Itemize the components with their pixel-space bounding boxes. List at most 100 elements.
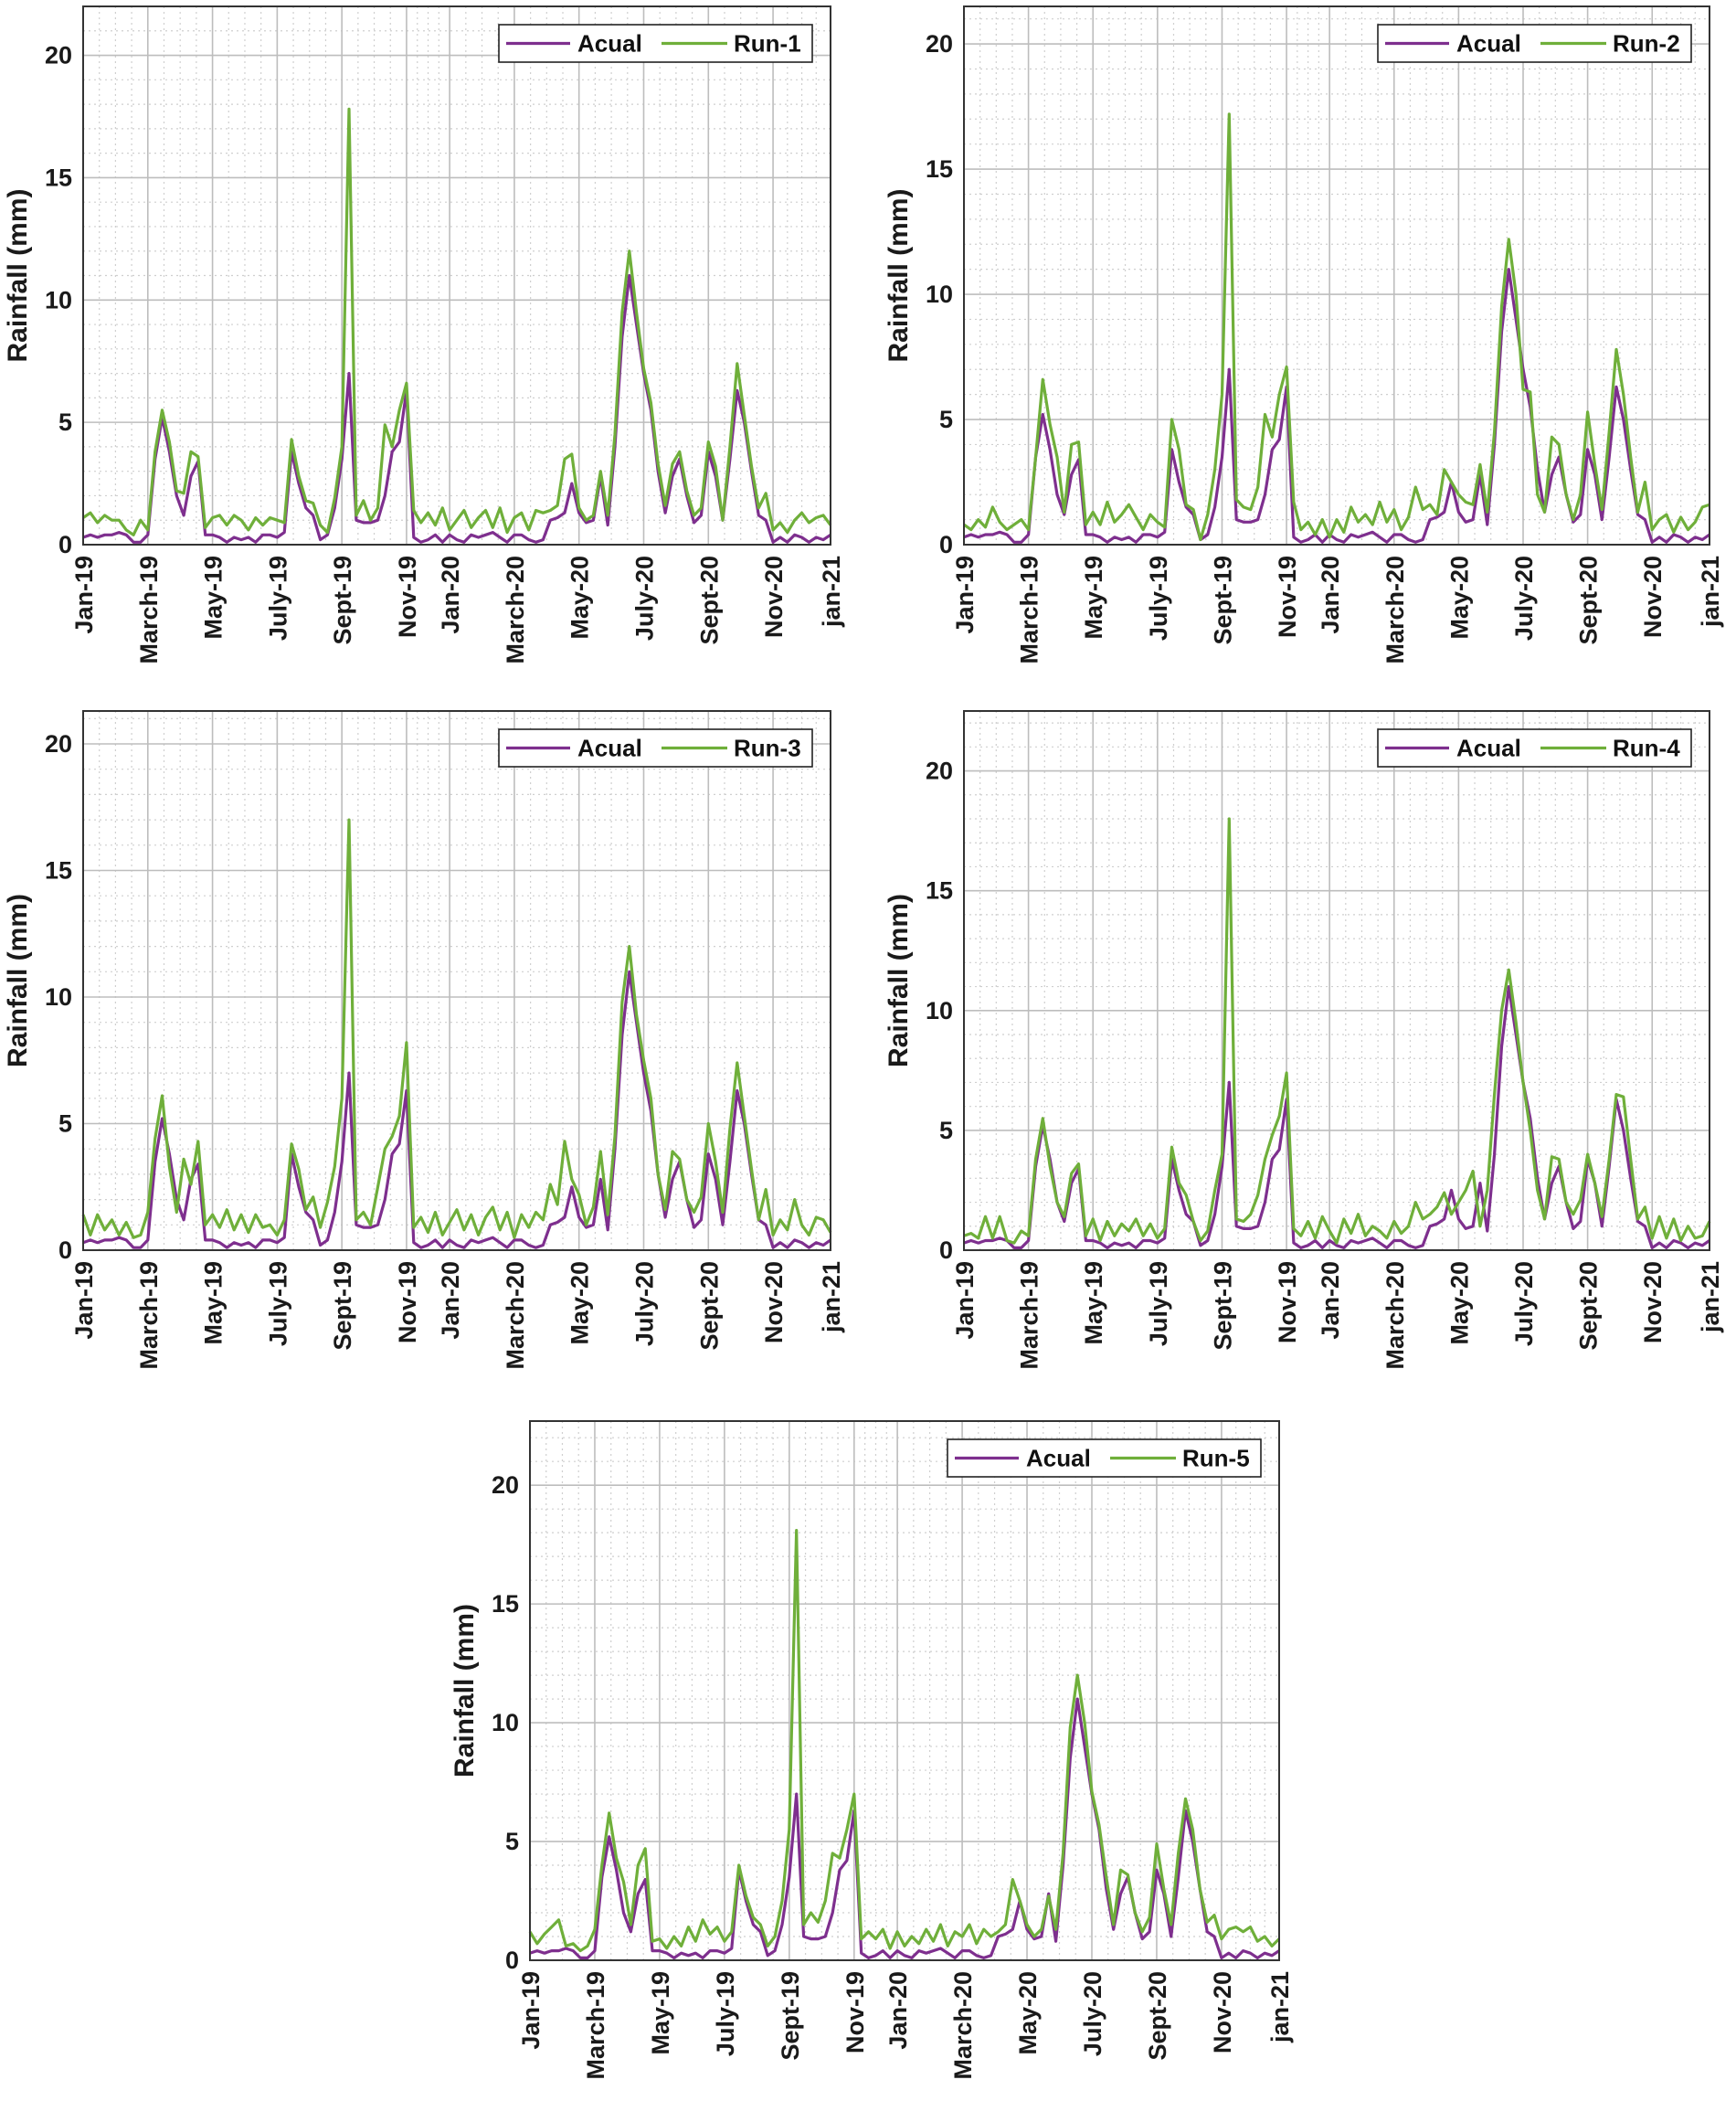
x-tick-label: July-20 xyxy=(1510,556,1538,641)
x-tick-label: Jan-20 xyxy=(884,1971,912,2050)
legend-label-actual: Acual xyxy=(577,30,642,58)
y-axis-label: Rainfall (mm) xyxy=(3,894,33,1067)
x-tick-label: Nov-19 xyxy=(1274,1261,1301,1343)
legend-label-run: Run-1 xyxy=(734,30,801,58)
x-tick-label: March-20 xyxy=(502,556,529,664)
x-tick-label: Nov-20 xyxy=(760,556,788,638)
x-tick-label: March-19 xyxy=(135,556,163,664)
x-tick-label: jan-21 xyxy=(818,1261,845,1333)
y-tick-label: 10 xyxy=(45,286,72,313)
axes-frame xyxy=(82,5,831,546)
series-line-run-1 xyxy=(82,107,832,536)
x-tick-label: jan-21 xyxy=(818,556,845,628)
y-tick-label: 10 xyxy=(492,1709,519,1736)
y-tick-label: 0 xyxy=(939,1236,953,1264)
chart-panel-3: 0 5 10 15 20 Jan-19 March-19 May-19 July-19 Sept-… xyxy=(3,710,845,1370)
x-tick-label: July-20 xyxy=(631,1261,659,1346)
x-tick-label: Sept-20 xyxy=(695,1261,723,1351)
y-axis-label: Rainfall (mm) xyxy=(3,188,33,362)
x-tick-label: Nov-19 xyxy=(842,1971,869,2053)
x-tick-label: Nov-20 xyxy=(1639,556,1667,638)
y-tick-label: 20 xyxy=(45,42,72,69)
y-tick-label: 0 xyxy=(939,531,953,558)
x-tick-label: Jan-19 xyxy=(517,1971,545,2050)
legend-label-actual: Acual xyxy=(1456,735,1521,762)
axes-frame xyxy=(529,1420,1280,1961)
x-tick-label: Sept-19 xyxy=(329,556,356,645)
y-tick-label: 15 xyxy=(45,857,72,885)
legend-label-actual: Acual xyxy=(577,735,642,762)
x-tick-label: May-20 xyxy=(566,1261,594,1345)
x-tick-label: May-20 xyxy=(1445,556,1473,640)
legend: Acual Run-2 xyxy=(1377,24,1692,63)
x-tick-label: jan-21 xyxy=(1697,556,1724,628)
x-tick-label: July-20 xyxy=(1510,1261,1538,1346)
series-line-actual xyxy=(529,1697,1280,1959)
x-tick-label: July-19 xyxy=(264,1261,291,1346)
chart-panel-2: 0 5 10 15 20 Jan-19 March-19 May-19 July-19 Sept-… xyxy=(884,5,1724,664)
y-tick-label: 5 xyxy=(939,1117,953,1144)
x-tick-label: March-19 xyxy=(582,1971,609,2080)
x-tick-label: Jan-19 xyxy=(951,556,979,634)
y-tick-label: 15 xyxy=(926,155,953,183)
x-tick-label: May-19 xyxy=(1080,556,1107,640)
x-tick-label: May-20 xyxy=(566,556,594,640)
x-tick-label: Nov-20 xyxy=(1209,1971,1236,2053)
y-tick-label: 5 xyxy=(58,409,72,436)
y-tick-label: 5 xyxy=(939,406,953,433)
series-line-actual xyxy=(82,970,831,1249)
y-axis-label: Rainfall (mm) xyxy=(884,894,914,1067)
chart-panel-5: 0 5 10 15 20 Jan-19 March-19 May-19 July-19 Sept-… xyxy=(450,1420,1294,2080)
chart-panel-1: 0 5 10 15 20 Jan-19 March-19 May-19 July-19 Sept-… xyxy=(3,5,845,664)
series-line-run-5 xyxy=(528,1529,1281,1953)
series-line-run-4 xyxy=(963,817,1711,1245)
y-axis-label: Rainfall (mm) xyxy=(884,188,914,362)
y-axis-label: Rainfall (mm) xyxy=(450,1604,480,1777)
legend: Acual Run-4 xyxy=(1377,728,1692,768)
x-tick-label: Sept-20 xyxy=(695,556,723,645)
x-tick-label: Sept-19 xyxy=(1209,1261,1236,1351)
x-tick-label: July-19 xyxy=(1145,1261,1172,1346)
x-tick-label: March-20 xyxy=(1381,556,1409,664)
series-line-run-3 xyxy=(81,818,832,1239)
x-tick-label: Jan-19 xyxy=(951,1261,979,1340)
x-tick-label: May-19 xyxy=(200,1261,228,1345)
x-tick-label: Nov-20 xyxy=(760,1261,788,1343)
y-tick-label: 15 xyxy=(45,164,72,191)
x-tick-label: May-20 xyxy=(1014,1971,1042,2055)
y-tick-label: 0 xyxy=(505,1947,519,1974)
x-tick-label: May-19 xyxy=(647,1971,674,2055)
x-tick-label: Jan-20 xyxy=(1317,1261,1344,1340)
axes-frame xyxy=(82,710,831,1251)
y-tick-label: 15 xyxy=(926,877,953,905)
y-tick-label: 20 xyxy=(45,730,72,758)
chart-panel-4: 0 5 10 15 20 Jan-19 March-19 May-19 July-19 Sept-… xyxy=(884,710,1724,1370)
y-tick-label: 20 xyxy=(492,1471,519,1499)
y-tick-label: 0 xyxy=(58,1236,72,1264)
series-line-actual xyxy=(963,268,1710,544)
x-tick-label: jan-21 xyxy=(1697,1261,1724,1333)
x-tick-label: Nov-19 xyxy=(394,556,421,638)
x-tick-label: Jan-20 xyxy=(437,1261,464,1340)
x-tick-label: May-19 xyxy=(1080,1261,1107,1345)
x-tick-label: March-19 xyxy=(1016,1261,1043,1370)
x-tick-label: March-19 xyxy=(135,1261,163,1370)
x-tick-label: May-19 xyxy=(200,556,228,640)
x-tick-label: Nov-19 xyxy=(394,1261,421,1343)
x-tick-label: Jan-20 xyxy=(1317,556,1344,634)
y-tick-label: 20 xyxy=(926,30,953,58)
x-tick-label: March-20 xyxy=(949,1971,977,2080)
x-tick-label: Jan-19 xyxy=(70,556,98,634)
y-tick-label: 0 xyxy=(58,531,72,558)
x-tick-label: Jan-19 xyxy=(70,1261,98,1340)
y-tick-label: 20 xyxy=(926,758,953,785)
legend-label-run: Run-4 xyxy=(1613,735,1680,762)
series-line-actual xyxy=(963,985,1710,1249)
x-tick-label: May-20 xyxy=(1445,1261,1473,1345)
legend-box xyxy=(498,24,813,63)
y-tick-label: 5 xyxy=(505,1828,519,1855)
x-tick-label: Sept-19 xyxy=(777,1971,804,2061)
x-tick-label: Nov-20 xyxy=(1639,1261,1667,1343)
x-tick-label: March-19 xyxy=(1016,556,1043,664)
